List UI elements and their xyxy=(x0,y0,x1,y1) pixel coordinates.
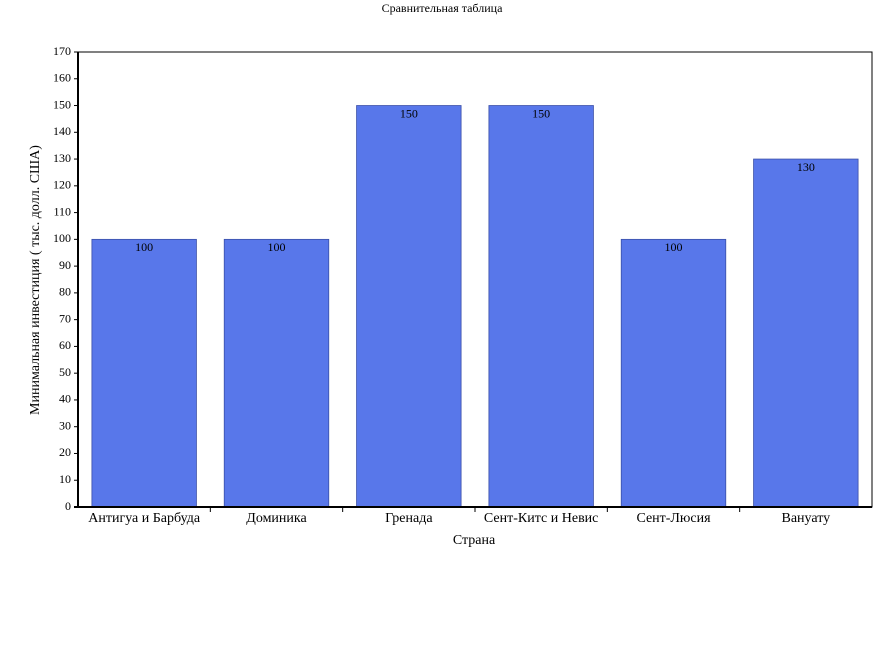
y-tick-label: 30 xyxy=(59,418,71,432)
y-tick-label: 130 xyxy=(53,151,71,165)
bar xyxy=(488,105,594,508)
y-tick-label: 160 xyxy=(53,71,71,85)
y-tick-label: 140 xyxy=(53,124,71,138)
x-tick-label: Сент-Люсия xyxy=(636,511,711,526)
y-tick-label: 50 xyxy=(59,365,71,379)
y-tick-label: 90 xyxy=(59,258,71,272)
y-tick-label: 110 xyxy=(53,204,71,218)
y-tick-label: 60 xyxy=(59,338,71,352)
value-label: 100 xyxy=(268,240,286,254)
x-axis-label: Страна xyxy=(453,533,496,548)
y-tick-label: 0 xyxy=(65,499,71,513)
y-tick-label: 150 xyxy=(53,97,71,111)
value-label: 100 xyxy=(135,240,153,254)
y-tick-label: 80 xyxy=(59,285,71,299)
value-label: 150 xyxy=(400,106,418,120)
x-tick-label: Сент-Китс и Невис xyxy=(484,511,598,526)
bar xyxy=(223,238,330,508)
y-axis-label: Минимальная инвестиция ( тыс. долл. США) xyxy=(28,145,43,415)
y-tick-label: 70 xyxy=(59,311,71,325)
plot-frame xyxy=(77,51,873,508)
bar xyxy=(356,105,462,508)
y-tick-label: 40 xyxy=(59,392,71,406)
bar xyxy=(620,238,727,508)
y-tick-label: 100 xyxy=(53,231,71,245)
value-label: 130 xyxy=(797,160,815,174)
y-tick-label: 120 xyxy=(53,178,71,192)
value-label: 100 xyxy=(665,240,683,254)
x-tick-label: Доминика xyxy=(246,511,307,526)
chart-title: Сравнительная таблица xyxy=(382,1,503,15)
bar xyxy=(91,238,197,508)
value-label: 150 xyxy=(532,106,550,120)
x-tick-label: Антигуа и Барбуда xyxy=(88,511,201,526)
y-tick-label: 10 xyxy=(59,472,71,486)
bar xyxy=(753,158,859,508)
x-tick-label: Гренада xyxy=(385,511,433,526)
x-tick-label: Вануату xyxy=(782,511,831,526)
y-tick-label: 170 xyxy=(53,44,71,58)
y-tick-label: 20 xyxy=(59,445,71,459)
